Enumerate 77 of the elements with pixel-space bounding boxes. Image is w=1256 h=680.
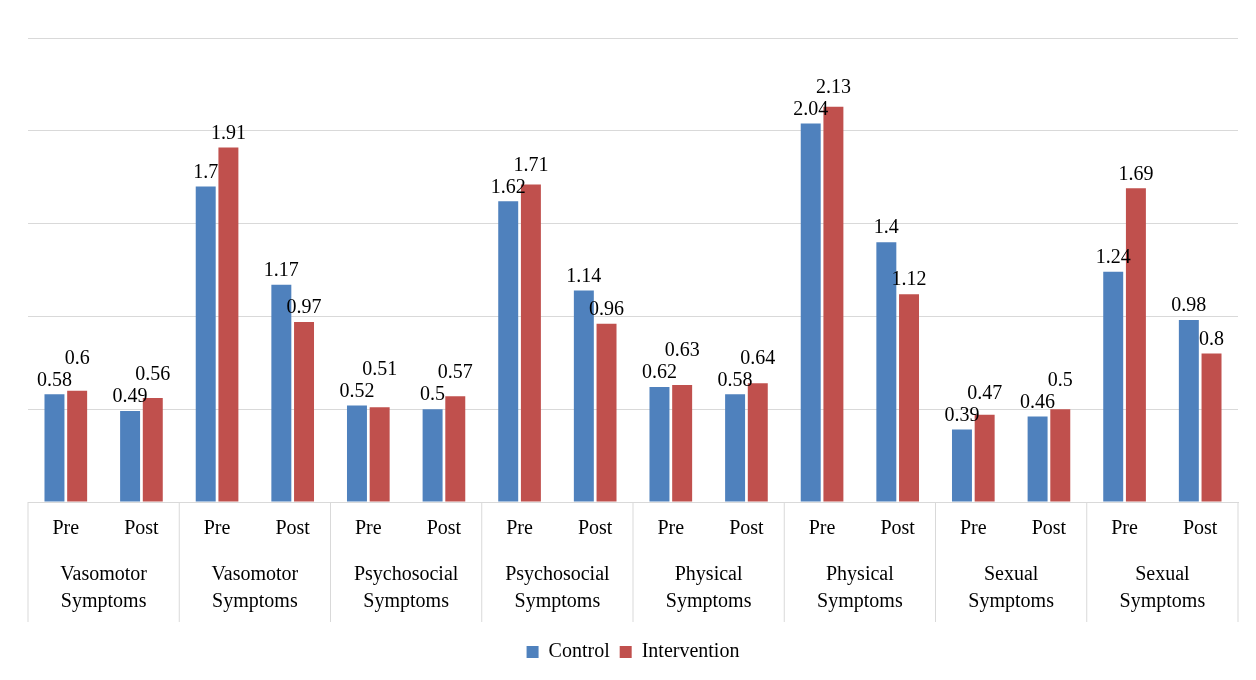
x-tick-label: Post (880, 516, 916, 539)
data-label: 0.98 (1171, 293, 1207, 316)
data-label: 0.5 (420, 382, 446, 405)
bar (725, 394, 746, 502)
data-label: 0.62 (641, 360, 677, 383)
data-label: 0.58 (717, 367, 753, 390)
bar (1201, 353, 1222, 502)
x-tick-label: Pre (808, 516, 836, 539)
bar (649, 386, 670, 502)
data-label: 0.52 (339, 378, 375, 401)
text: Physical Symptoms (817, 562, 903, 613)
data-label: 1.71 (513, 152, 549, 175)
bar (369, 407, 390, 502)
data-label: 0.39 (944, 402, 980, 425)
data-label: 1.4 (873, 215, 899, 238)
text: Vasomotor Symptoms (60, 562, 148, 613)
bar (1027, 416, 1048, 502)
data-label: 0.46 (1020, 389, 1056, 412)
x-tick-label: Post (1031, 516, 1067, 539)
data-label: 0.57 (437, 360, 473, 383)
x-tick-label: Pre (506, 516, 534, 539)
bar (346, 405, 367, 502)
bar (498, 201, 519, 502)
bar (120, 411, 141, 502)
x-tick-label: Post (729, 516, 765, 539)
x-tick-label: Post (577, 516, 613, 539)
bar (1178, 320, 1199, 502)
text: Vasomotor Symptoms (211, 562, 299, 613)
x-tick-label: Post (275, 516, 311, 539)
data-label: 0.5 (1047, 367, 1073, 390)
bar (44, 394, 65, 502)
bar (596, 323, 617, 502)
text: Sexual Symptoms (1119, 562, 1206, 613)
legend-label: Control (548, 639, 611, 662)
bar (1050, 409, 1071, 502)
text: Psychosocial Symptoms (353, 562, 459, 613)
x-tick-label: Post (426, 516, 462, 539)
x-tick-label: Pre (203, 516, 231, 539)
data-label: 1.14 (566, 263, 602, 286)
x-tick-label: Pre (959, 516, 987, 539)
data-label: 0.51 (362, 356, 398, 379)
text: Sexual Symptoms (968, 562, 1055, 613)
legend-label: Intervention (641, 639, 740, 662)
bar (951, 429, 972, 502)
data-label: 1.62 (490, 174, 526, 197)
bar (218, 147, 239, 502)
data-label: 1.91 (210, 120, 246, 143)
text: Physical Symptoms (665, 562, 752, 613)
bar (195, 186, 216, 502)
bar (445, 396, 466, 502)
text: Psychosocial Symptoms (505, 562, 611, 613)
bar (1103, 271, 1124, 502)
bar (672, 385, 693, 502)
data-label: 0.64 (740, 345, 776, 368)
data-label: 2.04 (793, 96, 829, 119)
x-tick-label: Post (1182, 516, 1218, 539)
data-label: 2.13 (815, 74, 851, 97)
bar (422, 409, 443, 502)
data-label: 1.17 (263, 258, 299, 281)
bar (67, 390, 88, 502)
data-label: 0.63 (664, 338, 700, 361)
x-tick-label: Pre (1111, 516, 1139, 539)
x-tick-label: Pre (657, 516, 685, 539)
bar (294, 321, 315, 502)
data-label: 0.58 (36, 367, 72, 390)
data-label: 0.6 (64, 345, 90, 368)
data-label: 0.8 (1199, 326, 1225, 349)
bar (899, 294, 920, 502)
x-tick-label: Post (124, 516, 160, 539)
x-tick-label: Pre (354, 516, 382, 539)
data-label: 1.7 (193, 159, 219, 182)
bar (800, 123, 821, 502)
data-label: 0.47 (967, 380, 1003, 403)
data-label: 0.56 (135, 362, 171, 385)
data-label: 0.49 (112, 384, 148, 407)
data-label: 1.69 (1118, 161, 1154, 184)
x-tick-label: Pre (52, 516, 80, 539)
